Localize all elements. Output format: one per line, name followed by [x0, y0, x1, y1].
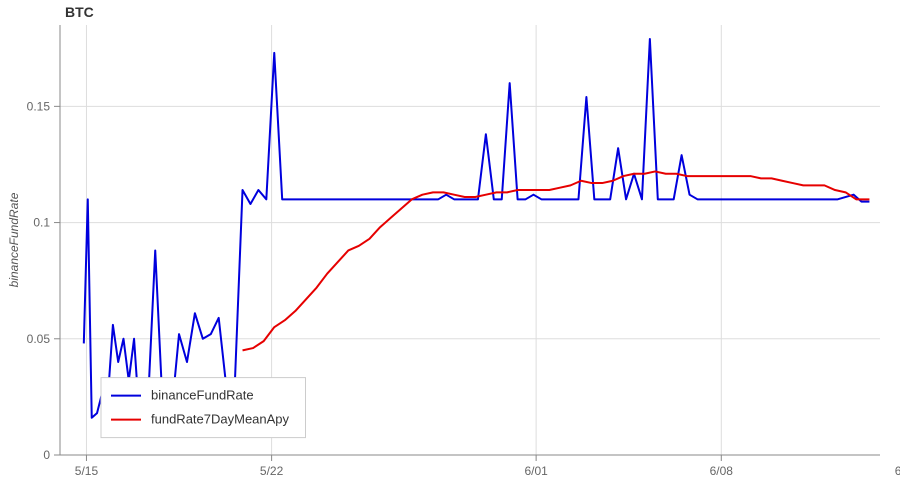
y-axis-title: binanceFundRate [7, 192, 21, 287]
y-tick-label: 0.15 [27, 99, 51, 113]
y-tick-label: 0 [43, 448, 50, 462]
x-tick-label: 6/15 [895, 464, 900, 478]
x-tick-label: 5/22 [260, 464, 284, 478]
chart-title: BTC [65, 4, 94, 20]
y-tick-label: 0.05 [27, 332, 51, 346]
chart-container: 5/15 5/22 6/01 6/08 6/15 0 0.05 0.1 0.15 BTC binan… [0, 0, 900, 500]
legend-box [101, 378, 306, 438]
y-tick-label: 0.1 [33, 216, 50, 230]
x-tick-label: 6/01 [524, 464, 548, 478]
line-chart: 5/15 5/22 6/01 6/08 6/15 0 0.05 0.1 0.15 BTC binan… [0, 0, 900, 500]
x-tick-label: 5/15 [75, 464, 99, 478]
legend-label: fundRate7DayMeanApy [151, 412, 290, 427]
x-tick-label: 6/08 [710, 464, 734, 478]
legend-label: binanceFundRate [151, 388, 254, 403]
